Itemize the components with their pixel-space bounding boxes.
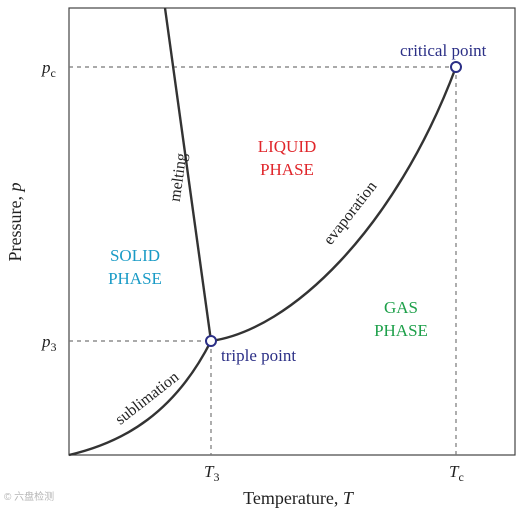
melting-curve xyxy=(163,7,213,342)
p3-tick-label: p3 xyxy=(41,332,57,354)
triple-point-label: triple point xyxy=(221,346,296,365)
sublimation-curve xyxy=(68,340,213,457)
solid-label-line2: PHASE xyxy=(108,269,162,288)
gas-label-line1: GAS xyxy=(384,298,418,317)
t3-tick-label: T3 xyxy=(204,462,219,484)
solid-phase-label: SOLID PHASE xyxy=(108,246,162,288)
critical-point-marker xyxy=(450,61,462,73)
evaporation-label: evaporation xyxy=(321,178,381,248)
liquid-label-line1: LIQUID xyxy=(258,137,317,156)
solid-label-line1: SOLID xyxy=(110,246,160,265)
pc-tick-label: pc xyxy=(41,58,56,80)
liquid-phase-label: LIQUID PHASE xyxy=(258,137,317,179)
evaporation-curve xyxy=(210,66,458,343)
x-axis-title: Temperature, T xyxy=(243,488,355,508)
plot-frame xyxy=(68,7,516,456)
critical-point-label: critical point xyxy=(400,41,487,60)
y-axis-title: Pressure, p xyxy=(5,183,25,262)
gas-phase-label: GAS PHASE xyxy=(374,298,428,340)
tc-tick-label: Tc xyxy=(449,462,464,484)
triple-point-marker xyxy=(205,335,217,347)
gas-label-line2: PHASE xyxy=(374,321,428,340)
watermark: © 六盘检测 xyxy=(4,490,54,503)
melting-label: melting xyxy=(167,152,191,203)
guide-lines xyxy=(69,66,457,455)
liquid-label-line2: PHASE xyxy=(260,160,314,179)
